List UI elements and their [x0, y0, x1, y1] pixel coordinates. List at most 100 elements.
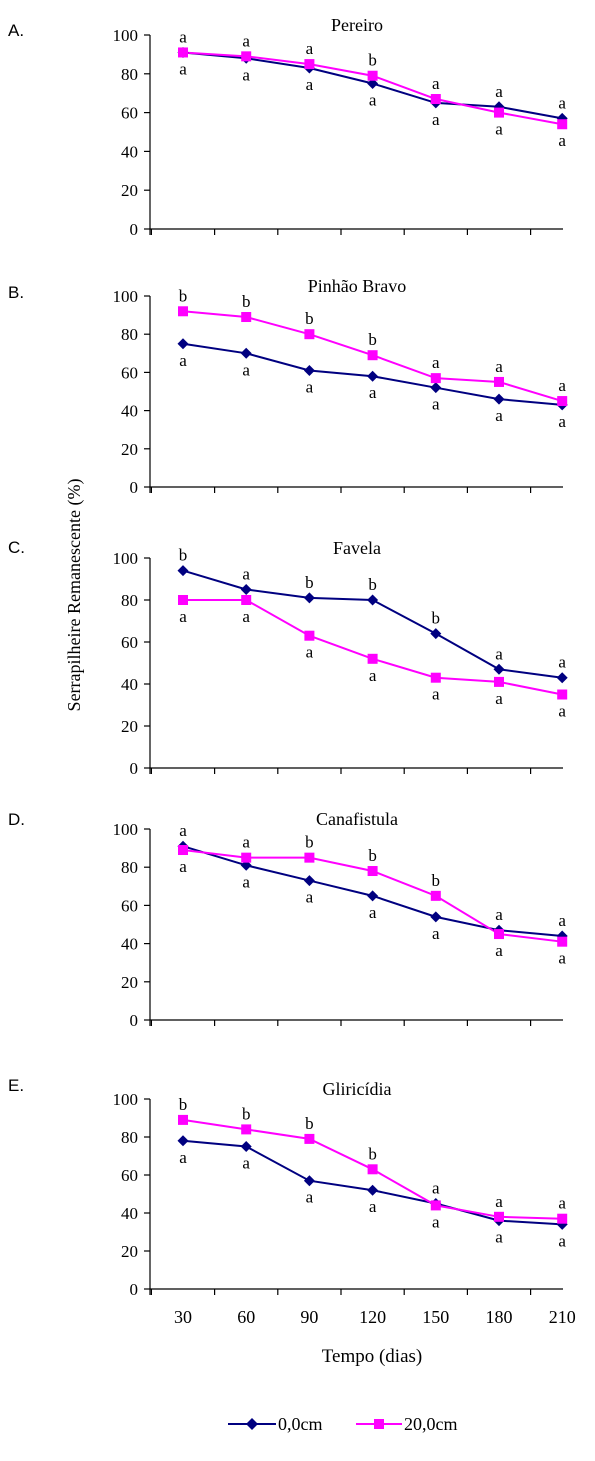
y-tick-label: 40: [121, 1204, 138, 1223]
y-tick-label: 20: [121, 440, 138, 459]
data-point-square: [430, 890, 441, 901]
y-tick-label: 0: [130, 1011, 139, 1030]
significance-letter: b: [305, 833, 314, 852]
significance-letter: a: [432, 1179, 440, 1198]
significance-letter: b: [368, 51, 377, 70]
data-point-square: [494, 107, 504, 118]
significance-letter: a: [432, 685, 440, 704]
y-tick-label: 80: [121, 591, 138, 610]
y-tick-label: 40: [121, 935, 138, 954]
data-point-square: [178, 47, 188, 58]
panel-title: Favela: [333, 538, 381, 558]
y-tick-label: 60: [121, 633, 138, 652]
data-point-diamond: [303, 364, 315, 376]
panel-title: Pinhão Bravo: [308, 276, 407, 296]
significance-letter: a: [495, 82, 503, 101]
significance-letter: a: [432, 1212, 440, 1231]
significance-letter: a: [432, 353, 440, 372]
data-point-square: [557, 1213, 568, 1224]
significance-letter: a: [242, 360, 250, 379]
significance-letter: a: [242, 1154, 250, 1173]
data-point-square: [557, 689, 568, 700]
data-point-square: [304, 1133, 315, 1144]
significance-letter: a: [242, 31, 250, 50]
x-tick-label: 60: [237, 1307, 255, 1327]
data-point-square: [304, 630, 315, 641]
data-point-square: [304, 329, 315, 340]
y-axis-label: Serrapilheire Remanescente (%): [64, 479, 85, 712]
data-point-square: [178, 306, 188, 317]
y-tick-label: 40: [121, 142, 138, 161]
panel-label: C.: [8, 538, 25, 557]
significance-letter: b: [432, 871, 441, 890]
y-tick-label: 20: [121, 1242, 138, 1261]
y-tick-label: 80: [121, 65, 138, 84]
significance-letter: a: [179, 1148, 187, 1167]
significance-letter: a: [306, 1188, 314, 1207]
data-point-diamond: [303, 592, 315, 604]
legend-label-0cm: 0,0cm: [278, 1414, 323, 1434]
significance-letter: a: [242, 607, 250, 626]
data-point-square: [430, 672, 441, 683]
y-tick-label: 60: [121, 104, 138, 123]
x-tick-label: 150: [422, 1307, 449, 1327]
panel-title: Gliricídia: [323, 1079, 392, 1099]
significance-letter: b: [179, 546, 188, 565]
legend-marker-diamond: [246, 1418, 258, 1430]
data-point-diamond: [493, 393, 505, 405]
data-point-square: [178, 845, 188, 856]
significance-letter: a: [558, 1194, 566, 1213]
significance-letter: a: [495, 406, 503, 425]
y-tick-label: 80: [121, 858, 138, 877]
y-tick-label: 0: [130, 220, 139, 239]
data-point-square: [557, 396, 568, 407]
significance-letter: a: [432, 74, 440, 93]
y-tick-label: 0: [130, 478, 139, 497]
significance-letter: b: [432, 609, 441, 628]
panel-title: Pereiro: [331, 15, 383, 35]
y-tick-label: 100: [113, 820, 139, 839]
significance-letter: b: [242, 292, 251, 311]
y-tick-label: 0: [130, 759, 139, 778]
significance-letter: a: [558, 911, 566, 930]
y-tick-label: 100: [113, 1090, 139, 1109]
significance-letter: b: [368, 846, 377, 865]
x-axis-tick-labels: 30 60 90 120 150 180 210: [174, 1307, 576, 1327]
data-point-diamond: [240, 347, 252, 359]
y-tick-label: 100: [113, 287, 139, 306]
y-tick-label: 80: [121, 1128, 138, 1147]
data-point-square: [557, 119, 568, 130]
significance-letter: a: [558, 93, 566, 112]
significance-letter: a: [179, 351, 187, 370]
data-point-diamond: [367, 78, 379, 89]
x-tick-label: 30: [174, 1307, 192, 1327]
significance-letter: a: [495, 941, 503, 960]
data-point-diamond: [303, 1175, 315, 1187]
data-point-square: [430, 1200, 441, 1211]
significance-letter: b: [179, 286, 188, 305]
significance-letter: a: [179, 27, 187, 46]
data-point-diamond: [430, 911, 442, 923]
significance-letter: a: [432, 924, 440, 943]
y-tick-label: 20: [121, 181, 138, 200]
significance-letter: a: [558, 702, 566, 721]
significance-letter: a: [432, 110, 440, 129]
data-point-square: [367, 1164, 378, 1175]
significance-letter: a: [306, 888, 314, 907]
data-point-square: [367, 653, 378, 664]
significance-letter: a: [495, 905, 503, 924]
significance-letter: a: [495, 1192, 503, 1211]
data-point-square: [304, 852, 315, 863]
significance-letter: b: [242, 1104, 251, 1123]
data-point-diamond: [367, 1184, 379, 1196]
significance-letter: a: [495, 689, 503, 708]
significance-letter: a: [369, 383, 377, 402]
y-tick-label: 60: [121, 363, 138, 382]
data-point-square: [178, 595, 188, 605]
significance-letter: a: [495, 1228, 503, 1247]
panel-label: B.: [8, 283, 24, 302]
significance-letter: a: [495, 120, 503, 139]
